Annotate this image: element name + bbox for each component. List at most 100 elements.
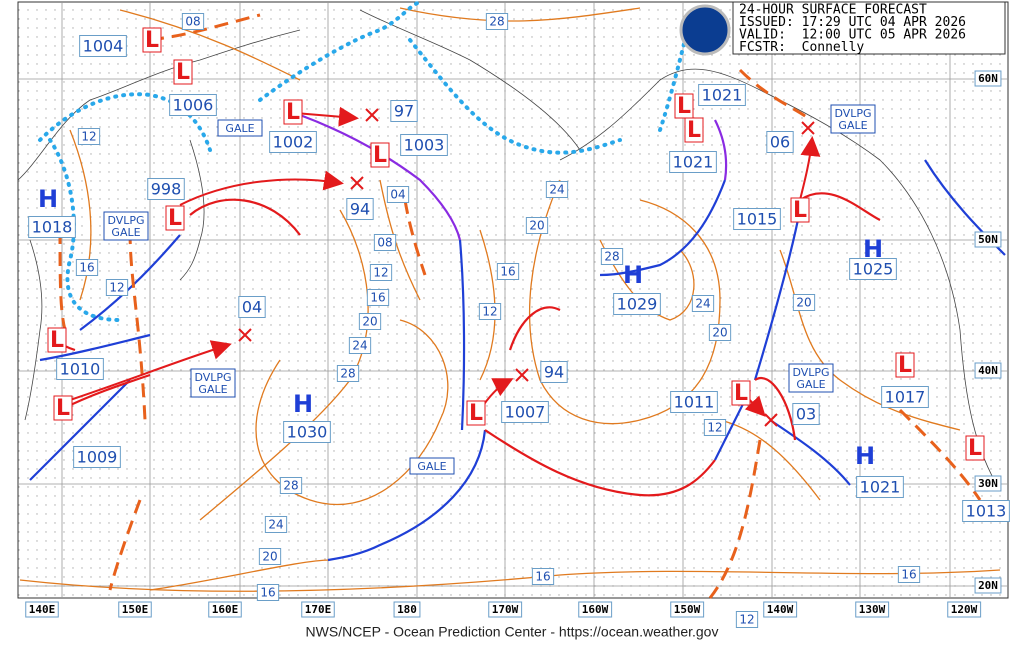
high-symbol: H — [863, 235, 883, 263]
warning-text: GALE — [796, 378, 825, 391]
warning-box — [830, 104, 876, 134]
warning-text: GALE — [111, 226, 140, 239]
warning-text: GALE — [198, 383, 227, 396]
low-pressure-box — [669, 151, 717, 173]
warning-label: GALE — [409, 457, 455, 475]
longitude-label: 150E — [122, 603, 149, 616]
warning-text: GALE — [417, 460, 446, 473]
isobar-label-box — [369, 264, 393, 281]
high-pressure-box — [28, 216, 76, 238]
longitude-label: 140W — [767, 603, 794, 616]
isobar-label-box — [386, 186, 410, 203]
isobar-label-box — [77, 128, 101, 145]
ice-edge — [38, 0, 692, 322]
low-pressure-box — [766, 131, 794, 153]
isobar-label-box — [348, 337, 372, 354]
longitude-label-box — [25, 601, 59, 618]
low-pressure-box — [400, 134, 448, 156]
longitude-label: 180 — [397, 603, 417, 616]
low-pressure-box — [670, 391, 718, 413]
longitude-label: 150W — [674, 603, 701, 616]
low-pressure-box — [346, 198, 374, 220]
isobar-label-box — [478, 303, 502, 320]
isobar-label-box — [703, 419, 727, 436]
isobar-label: 24 — [549, 183, 564, 197]
isobar-label-box — [525, 217, 549, 234]
low-box — [165, 205, 185, 231]
latitude-label-box — [974, 577, 1002, 594]
isobar-label: 16 — [260, 586, 275, 600]
high-pressure-box — [613, 293, 661, 315]
isobar-label: 20 — [362, 315, 377, 329]
latitude-label: 30N — [978, 477, 998, 490]
low-box — [684, 117, 704, 143]
low-pressure: 1006 — [173, 96, 214, 115]
low-pressure: 1010 — [60, 360, 101, 379]
isobar-label-box — [75, 259, 99, 276]
isobar-label: 16 — [79, 261, 94, 275]
isobar-label-box — [531, 568, 555, 585]
low-symbol: L — [968, 436, 982, 461]
isobar-label-box — [105, 279, 129, 296]
isobar-label: 16 — [500, 265, 515, 279]
isobar-label: 24 — [695, 297, 710, 311]
isobar-label: 24 — [352, 339, 367, 353]
isobar-label-box — [691, 295, 715, 312]
high-symbol: H — [38, 185, 58, 213]
latitude-label: 40N — [978, 364, 998, 377]
map-frame — [17, 1, 1009, 599]
warning-box — [190, 368, 236, 398]
isobar-label-box — [792, 294, 816, 311]
isobar-label: 20 — [796, 296, 811, 310]
low-symbol: L — [898, 353, 912, 378]
high-symbol: H — [623, 261, 643, 289]
isobar-label: 08 — [377, 236, 392, 250]
isobar-label: 04 — [390, 188, 405, 202]
warning-text: DVLPG — [194, 371, 231, 384]
isobar-label-box — [735, 611, 759, 628]
high-pressure: 1025 — [853, 260, 894, 279]
isobar-label-box — [279, 477, 303, 494]
isobar-label: 20 — [262, 550, 277, 564]
high-pressure: 1030 — [287, 423, 328, 442]
longitude-label-box — [301, 601, 335, 618]
low-position — [801, 121, 815, 135]
low-pressure-box — [881, 386, 929, 408]
warning-box — [788, 363, 834, 393]
longitude-label-box — [578, 601, 613, 618]
isobar-label: 20 — [529, 219, 544, 233]
high-symbol: H — [855, 442, 875, 470]
low-symbol: L — [793, 198, 807, 223]
isobar-label: 28 — [489, 15, 504, 29]
low-pressure: 1017 — [885, 388, 926, 407]
low-symbol: L — [677, 94, 691, 119]
low-pressure: 03 — [796, 405, 816, 424]
low-box — [674, 93, 694, 119]
low-pressure: 1013 — [966, 502, 1007, 521]
latitude-label: 60N — [978, 72, 998, 85]
isobar-label: 12 — [707, 421, 722, 435]
low-symbol: L — [50, 328, 64, 353]
fronts — [29, 113, 1006, 562]
low-box — [731, 380, 751, 406]
high-pressure-box — [849, 258, 897, 280]
warning-text: DVLPG — [792, 366, 829, 379]
low-symbol: L — [56, 396, 70, 421]
low-position — [764, 413, 778, 427]
longitude-label: 170W — [492, 603, 519, 616]
low-pressure: 1004 — [83, 37, 124, 56]
high-pressure: 1021 — [860, 478, 901, 497]
longitude-label-box — [118, 601, 152, 618]
header-line: VALID: 12:00 UTC 05 APR 2026 — [739, 28, 966, 43]
isobar-label-box — [897, 566, 921, 583]
low-position — [238, 328, 252, 342]
low-pressure-box — [238, 296, 266, 318]
low-symbol: L — [469, 401, 483, 426]
low-pressure: 1011 — [674, 393, 715, 412]
isobar-label-box — [600, 248, 624, 265]
low-pressure: 1021 — [702, 86, 743, 105]
low-box — [173, 59, 193, 85]
